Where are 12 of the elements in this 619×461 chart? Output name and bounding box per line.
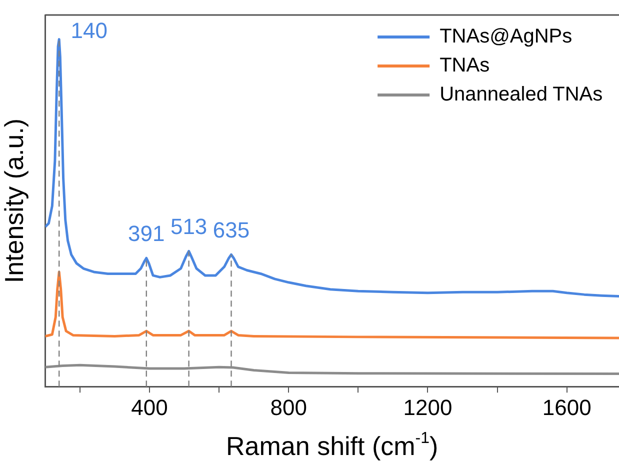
x-tick-label: 1200: [403, 394, 452, 420]
legend-label: TNAs: [440, 54, 490, 77]
x-tick-label: 800: [270, 394, 307, 420]
x-tick-label: 1600: [542, 394, 592, 420]
ref-line-label: 140: [70, 18, 108, 44]
y-axis-title: Intensity (a.u.): [0, 118, 29, 284]
ref-line-label: 635: [212, 218, 250, 243]
x-tick-label: 400: [131, 394, 168, 420]
ref-line-label: 391: [128, 221, 165, 246]
legend-label: Unannealed TNAs: [440, 84, 603, 106]
ref-line-label: 513: [170, 214, 208, 240]
legend-label: TNAs@AgNPs: [440, 26, 572, 48]
